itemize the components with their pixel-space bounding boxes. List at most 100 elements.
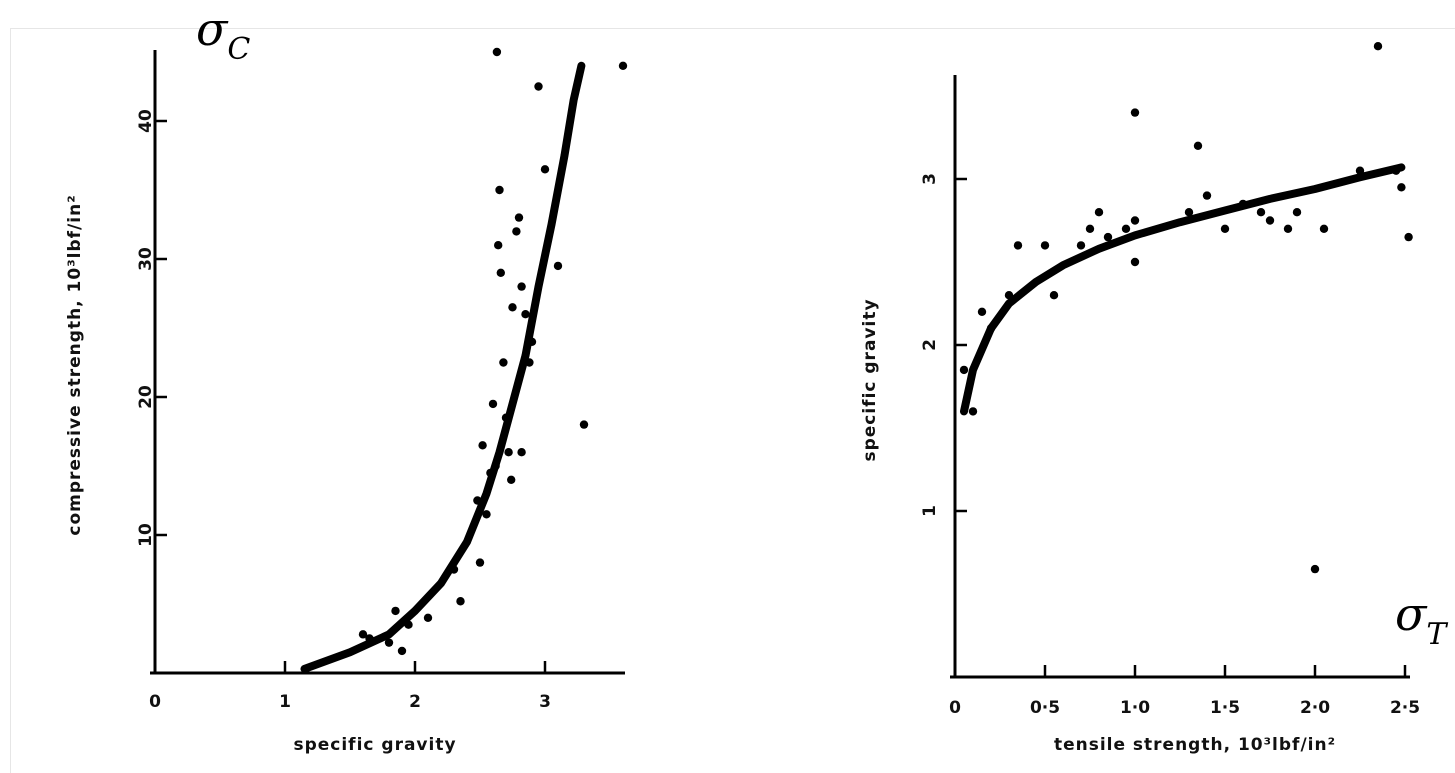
data-point — [488, 399, 498, 409]
data-point — [1319, 224, 1329, 233]
y-tick-label: 2 — [920, 339, 940, 351]
data-point — [384, 638, 394, 647]
data-point — [1265, 216, 1275, 225]
data-point — [1283, 224, 1293, 233]
data-point — [1040, 241, 1050, 250]
sigma-subscript: T — [1426, 617, 1448, 652]
data-point — [486, 468, 495, 478]
data-point — [1292, 208, 1302, 217]
data-point — [1085, 224, 1095, 233]
x-tick-label: 2·0 — [1300, 698, 1330, 718]
data-point — [1397, 183, 1406, 192]
data-point — [1184, 208, 1194, 217]
fit-curve — [960, 163, 1406, 416]
data-point — [1130, 216, 1140, 225]
data-point — [527, 337, 537, 346]
data-point — [397, 646, 407, 656]
sigma-symbol: σ — [1395, 587, 1428, 641]
data-point — [521, 310, 530, 319]
x-tick-label: 0 — [949, 698, 961, 718]
sigma-subscript: C — [227, 32, 250, 67]
y-tick-label: 3 — [920, 173, 940, 185]
y-axis-label: compressive strength, 10³lbf/in² — [65, 194, 85, 535]
data-point — [404, 620, 413, 629]
y-tick-label: 40 — [136, 109, 156, 133]
data-point — [482, 510, 491, 519]
tensile-strength-chart: 0 0·5 1·0 1·5 2·0 2·5 1 2 3 tensile strength, 10³… — [860, 42, 1448, 755]
data-point — [618, 61, 628, 70]
data-point — [508, 303, 517, 312]
data-point — [391, 606, 400, 616]
data-point — [473, 496, 482, 505]
x-tick-label: 1·0 — [1120, 698, 1150, 718]
data-point — [1121, 224, 1131, 233]
y-tick-label: 20 — [136, 385, 156, 409]
sigma-label: σT — [1395, 587, 1448, 652]
data-point — [499, 358, 508, 367]
y-tick-label: 30 — [136, 247, 156, 271]
data-point — [1373, 42, 1383, 51]
data-point — [478, 441, 487, 450]
sigma-symbol: σ — [196, 2, 229, 56]
data-point — [1193, 141, 1203, 150]
data-point — [1404, 232, 1413, 242]
y-axis-label: specific gravity — [860, 298, 880, 461]
data-point — [501, 413, 511, 422]
data-point — [1202, 191, 1212, 200]
data-point — [1391, 166, 1401, 175]
data-point — [504, 448, 513, 457]
data-point — [365, 634, 374, 643]
compressive-strength-chart: 0 1 2 3 10 20 30 40 specific gravity compressive … — [65, 2, 628, 755]
data-point — [1256, 208, 1266, 217]
x-axis-label: tensile strength, 10³lbf/in² — [1054, 735, 1336, 755]
data-point — [1310, 564, 1320, 574]
data-point — [495, 185, 504, 195]
data-point — [1103, 232, 1113, 242]
x-tick-label: 0 — [149, 692, 161, 712]
data-point — [1130, 257, 1140, 267]
data-point — [1049, 291, 1059, 300]
data-point — [1004, 291, 1014, 300]
y-tick-label: 10 — [136, 523, 156, 547]
data-point — [540, 165, 550, 174]
x-tick-label: 2 — [409, 692, 421, 712]
data-point — [1220, 224, 1230, 233]
data-point — [1355, 166, 1365, 175]
data-point — [1238, 199, 1248, 209]
data-point — [456, 597, 465, 606]
y-tick-label: 1 — [920, 505, 940, 517]
data-point — [512, 227, 521, 236]
data-point — [517, 282, 526, 291]
sigma-label: σC — [196, 2, 250, 67]
data-point — [517, 448, 526, 457]
data-point — [496, 268, 505, 277]
data-point — [475, 558, 485, 567]
data-point — [534, 82, 543, 91]
data-point — [1094, 208, 1104, 217]
fit-curve — [300, 61, 586, 673]
figure-frame — [10, 28, 1455, 773]
x-tick-label: 1 — [279, 692, 291, 712]
data-point — [579, 420, 589, 429]
data-point — [525, 358, 534, 367]
data-point — [968, 407, 978, 416]
x-tick-label: 2·5 — [1390, 698, 1420, 718]
data-point — [1130, 108, 1140, 117]
data-point — [492, 47, 502, 57]
data-point — [977, 307, 987, 316]
data-point — [986, 324, 996, 333]
data-point — [423, 613, 433, 622]
data-point — [358, 630, 368, 639]
data-point — [1013, 241, 1023, 250]
x-axis-label: specific gravity — [293, 735, 456, 755]
data-point — [507, 475, 516, 484]
x-tick-label: 3 — [539, 692, 551, 712]
data-point — [959, 365, 969, 375]
data-point — [1076, 241, 1086, 250]
data-point — [553, 261, 563, 271]
x-tick-label: 1·5 — [1210, 698, 1240, 718]
data-point — [449, 565, 459, 574]
x-tick-label: 0·5 — [1030, 698, 1060, 718]
